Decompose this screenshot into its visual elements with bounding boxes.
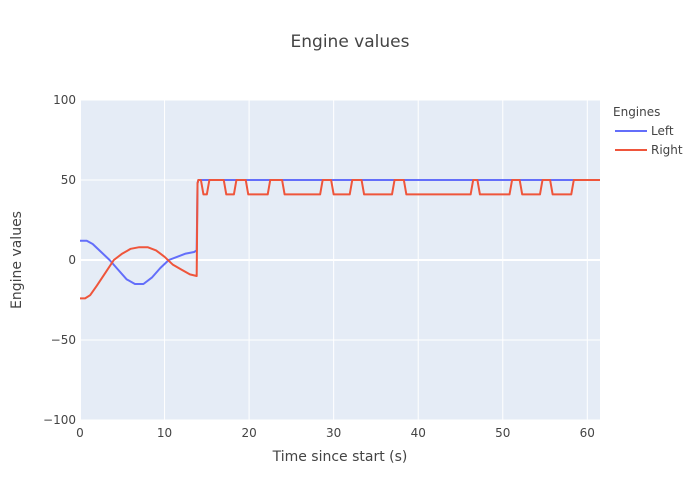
x-axis-title: Time since start (s) <box>272 449 408 465</box>
legend: Engines Left Right <box>613 105 683 157</box>
y-tick-label: 100 <box>53 93 76 107</box>
x-tick-label: 40 <box>411 426 426 440</box>
x-tick-label: 0 <box>76 426 84 440</box>
x-tick-label: 30 <box>326 426 341 440</box>
legend-label-left: Left <box>651 124 674 138</box>
x-tick-label: 60 <box>580 426 595 440</box>
y-tick-label: −100 <box>43 413 76 427</box>
y-tick-label: 50 <box>61 173 76 187</box>
x-tick-label: 10 <box>157 426 172 440</box>
series-line-right <box>80 179 600 300</box>
y-axis-title: Engine values <box>9 211 25 309</box>
y-axis-ticks: −100 −50 0 50 100 <box>43 93 76 427</box>
x-tick-label: 50 <box>495 426 510 440</box>
x-tick-label: 20 <box>241 426 256 440</box>
chart-title: Engine values <box>291 32 410 52</box>
y-tick-label: −50 <box>51 333 76 347</box>
legend-label-right: Right <box>651 143 683 157</box>
x-axis-ticks: 0 10 20 30 40 50 60 <box>76 426 595 440</box>
y-tick-label: 0 <box>68 253 76 267</box>
legend-title: Engines <box>613 105 660 119</box>
series-layer <box>80 179 600 300</box>
